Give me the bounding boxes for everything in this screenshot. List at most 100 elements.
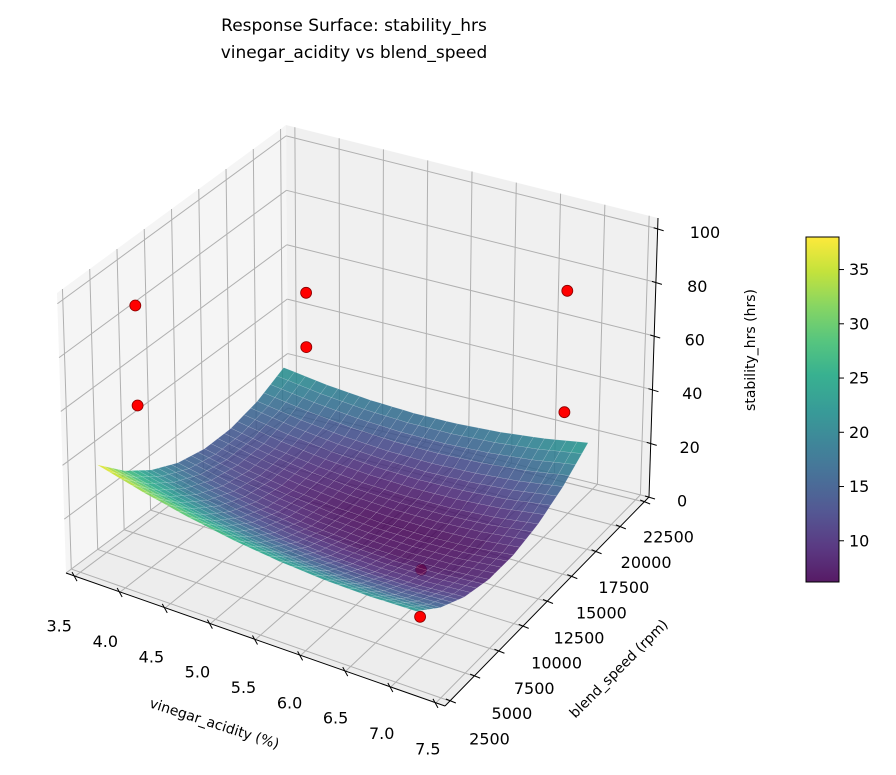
surface-patch <box>404 606 423 612</box>
x-tick-label: 7.0 <box>369 724 394 743</box>
surface-patch <box>557 463 577 476</box>
x-tick-label: 7.5 <box>415 739 440 758</box>
z-axis-label: stability_hrs (hrs) <box>743 289 759 411</box>
data-point <box>414 610 427 623</box>
colorbar-tick-label: 35 <box>849 260 869 279</box>
left-gridline-y <box>280 128 284 412</box>
z-tick-mark <box>650 334 661 339</box>
surface-patch <box>416 604 435 610</box>
left-gridline-y <box>252 148 257 432</box>
colorbar-tick-label: 15 <box>849 477 869 496</box>
x-tick-mark <box>71 571 78 582</box>
x-tick-mark <box>161 603 168 614</box>
y-tick-mark <box>591 549 602 555</box>
left-gridline-y <box>225 168 231 452</box>
x-tick-mark <box>252 635 258 645</box>
x-axis-line <box>65 572 446 707</box>
left-gridline-y <box>89 268 99 550</box>
left-gridline-z <box>58 189 287 359</box>
data-point <box>300 286 313 299</box>
axes-lines <box>65 217 664 709</box>
colorbar: 10 15 20 25 30 35 <box>805 236 869 583</box>
y-tick-mark <box>494 648 505 654</box>
back-gridline-x <box>294 127 298 411</box>
y-tick-label: 2500 <box>469 730 510 749</box>
chart-title-line-2: vinegar_acidity vs blend_speed <box>221 43 488 63</box>
back-gridline-x <box>382 149 384 432</box>
floor-gridline-y <box>71 568 451 702</box>
x-tick-label: 6.0 <box>277 693 302 712</box>
x-tick-label: 5.0 <box>185 663 210 682</box>
floor-gridline-y <box>97 548 475 677</box>
colorbar-tick-label: 25 <box>849 369 869 388</box>
x-tick-label: 6.5 <box>323 709 348 728</box>
y-tick-mark <box>445 698 457 704</box>
x-tick-label: 3.5 <box>46 617 71 636</box>
colorbar-tick-label: 20 <box>849 423 869 442</box>
left-gridline-y <box>198 188 204 471</box>
z-tick-mark <box>648 388 659 393</box>
z-tick-label: 60 <box>685 331 705 350</box>
y-tick-mark <box>567 574 578 580</box>
surface-patch <box>495 552 514 562</box>
x-tick-mark <box>206 619 213 629</box>
back-gridline-z <box>286 189 657 283</box>
response-surface <box>96 367 589 612</box>
back-gridline-x <box>425 160 429 442</box>
tick-labels: 3.5 4.0 4.5 5.0 5.5 6.0 6.5 7.0 7.5 2500 5000 7500 1… <box>46 223 720 758</box>
y-tick-label: 7500 <box>514 679 555 698</box>
left-pane <box>57 125 288 573</box>
left-gridline-y <box>61 288 72 570</box>
back-gridline-x <box>510 182 517 464</box>
data-point <box>300 341 313 354</box>
y-tick-label: 10000 <box>531 654 582 673</box>
z-tick-mark <box>646 441 657 446</box>
z-tick-label: 100 <box>690 223 721 242</box>
x-tick-label: 5.5 <box>231 678 256 697</box>
x-tick-label: 4.0 <box>93 632 118 651</box>
y-tick-mark <box>615 524 627 530</box>
colorbar-gradient <box>805 236 840 583</box>
back-gridline-x <box>639 215 650 495</box>
z-tick-label: 20 <box>680 438 700 457</box>
surface-patch <box>508 537 527 548</box>
x-tick-mark <box>116 587 123 598</box>
x-axis-label: vinegar_acidity (%) <box>147 696 281 753</box>
y-tick-mark <box>542 599 554 604</box>
left-gridline-z <box>63 353 288 520</box>
back-gridline-z <box>285 135 658 230</box>
z-axis-line <box>648 217 659 498</box>
data-point <box>561 284 574 297</box>
chart-title-line-1: Response Surface: stability_hrs <box>221 16 487 36</box>
data-point <box>131 399 144 412</box>
data-point <box>558 406 571 419</box>
left-gridline-y <box>171 208 178 491</box>
x-tick-mark <box>297 651 304 661</box>
scatter-points-front <box>129 284 574 412</box>
x-tick-mark <box>342 666 349 677</box>
surface-patch <box>458 585 478 593</box>
y-tick-mark <box>518 623 529 629</box>
surface-patch <box>489 558 508 568</box>
y-tick-label: 15000 <box>576 603 627 622</box>
x-tick-mark <box>432 698 439 709</box>
left-gridline-y <box>143 228 152 511</box>
z-tick-mark <box>644 495 656 500</box>
z-tick-label: 40 <box>682 384 702 403</box>
left-gridline-z <box>57 135 287 305</box>
left-gridline-z <box>62 298 288 466</box>
z-tick-mark <box>653 227 664 232</box>
back-gridline-x <box>553 193 562 474</box>
back-gridline-x <box>596 204 606 485</box>
y-tick-mark <box>639 499 651 505</box>
surface-patch <box>501 545 521 556</box>
left-gridline-z <box>60 244 288 412</box>
x-tick-label: 4.5 <box>139 647 164 666</box>
y-tick-label: 17500 <box>598 578 649 597</box>
back-gridline-z <box>286 244 655 337</box>
surface-patch <box>514 529 533 540</box>
colorbar-tick-label: 10 <box>849 531 869 550</box>
x-tick-mark <box>387 682 394 693</box>
y-tick-label: 5000 <box>492 704 533 723</box>
y-tick-label: 22500 <box>643 528 694 547</box>
